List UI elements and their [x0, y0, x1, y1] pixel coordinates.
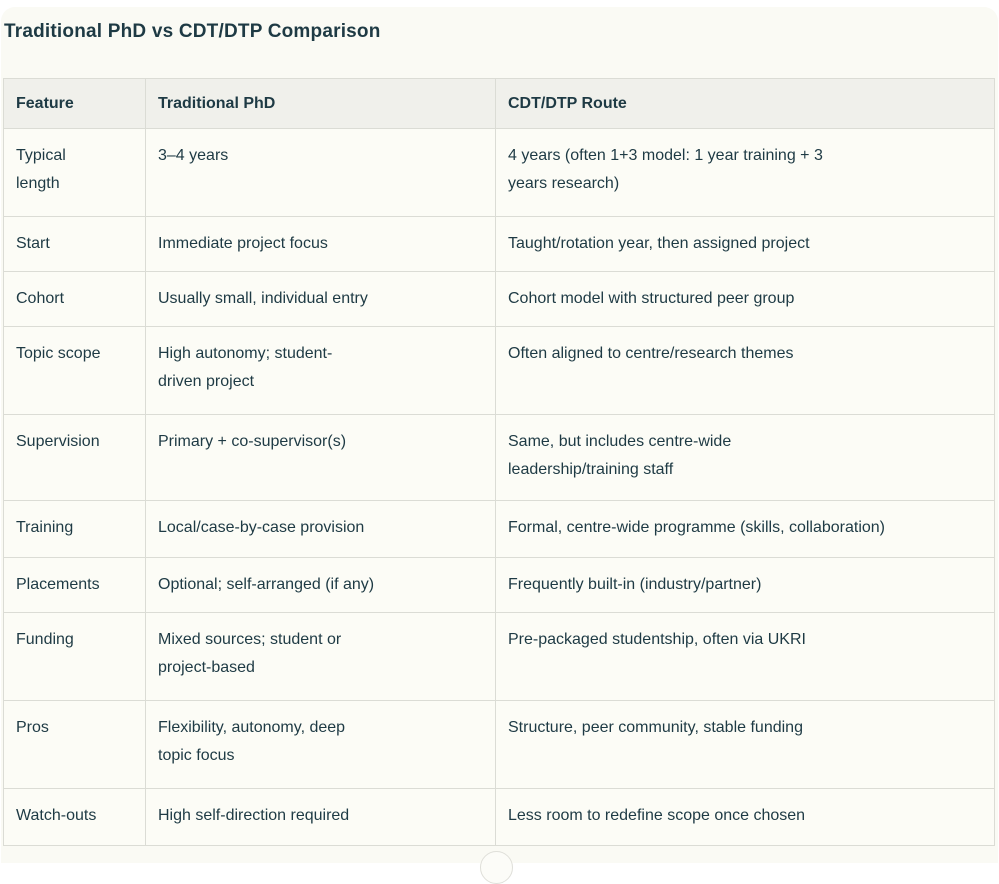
- page-title: Traditional PhD vs CDT/DTP Comparison: [4, 21, 381, 42]
- cell-text: Cohort model with structured peer group: [508, 290, 795, 307]
- table-row-start: Start Immediate project focus Taught/rot…: [3, 216, 995, 272]
- cdt-dtp-cell: 4 years (often 1+3 model: 1 year trainin…: [495, 128, 995, 217]
- traditional-phd-cell: Usually small, individual entry: [145, 271, 496, 327]
- cdt-dtp-cell: Pre-packaged studentship, often via UKRI: [495, 612, 995, 701]
- cdt-dtp-cell: Taught/rotation year, then assigned proj…: [495, 216, 995, 272]
- comparison-table: Feature Traditional PhD CDT/DTP Route Ty…: [3, 78, 995, 846]
- cell-text: 4 years (often 1+3 model: 1 year trainin…: [508, 147, 823, 192]
- traditional-phd-cell: 3–4 years: [145, 128, 496, 217]
- cdt-dtp-cell: Structure, peer community, stable fundin…: [495, 700, 995, 789]
- cdt-dtp-cell: Frequently built-in (industry/partner): [495, 557, 995, 613]
- cell-text: Usually small, individual entry: [158, 290, 368, 307]
- col-header-traditional-phd: Traditional PhD: [145, 78, 496, 129]
- feature-cell: Watch-outs: [3, 788, 146, 846]
- traditional-phd-cell: Flexibility, autonomy, deep topic focus: [145, 700, 496, 789]
- cell-text: Start: [16, 235, 50, 252]
- cell-text: High self-direction required: [158, 807, 350, 824]
- cell-text: Topic scope: [16, 345, 101, 362]
- cell-text: Placements: [16, 576, 100, 593]
- col-header-feature: Feature: [3, 78, 146, 129]
- col-header-cdt-dtp-route: CDT/DTP Route: [495, 78, 995, 129]
- feature-cell: Pros: [3, 700, 146, 789]
- cell-text: Primary + co-supervisor(s): [158, 433, 347, 450]
- feature-cell: Topic scope: [3, 326, 146, 415]
- cell-text: High autonomy; student-driven project: [158, 345, 333, 390]
- table-row-watch-outs: Watch-outs High self-direction required …: [3, 788, 995, 846]
- cell-text: Training: [16, 519, 74, 536]
- cell-text: Typical length: [16, 147, 66, 192]
- content-card: Traditional PhD vs CDT/DTP Comparison Fe…: [1, 7, 998, 863]
- cdt-dtp-cell: Same, but includes centre-wide leadershi…: [495, 414, 995, 501]
- cell-text: Structure, peer community, stable fundin…: [508, 719, 803, 736]
- cell-text: Supervision: [16, 433, 100, 450]
- cell-text: Flexibility, autonomy, deep topic focus: [158, 719, 346, 764]
- feature-cell: Typical length: [3, 128, 146, 217]
- cell-text: Formal, centre-wide programme (skills, c…: [508, 519, 886, 536]
- traditional-phd-cell: Immediate project focus: [145, 216, 496, 272]
- cell-text: 3–4 years: [158, 147, 229, 164]
- cell-text: Same, but includes centre-wide leadershi…: [508, 433, 732, 478]
- feature-cell: Funding: [3, 612, 146, 701]
- table-row-pros: Pros Flexibility, autonomy, deep topic f…: [3, 700, 995, 789]
- cell-text: Cohort: [16, 290, 65, 307]
- table-row-topic-scope: Topic scope High autonomy; student-drive…: [3, 326, 995, 415]
- traditional-phd-cell: Local/case-by-case provision: [145, 500, 496, 558]
- cell-text: Optional; self-arranged (if any): [158, 576, 375, 593]
- table-row-training: Training Local/case-by-case provision Fo…: [3, 500, 995, 558]
- table-row-typical-length: Typical length 3–4 years 4 years (often …: [3, 128, 995, 217]
- traditional-phd-cell: High autonomy; student-driven project: [145, 326, 496, 415]
- traditional-phd-cell: High self-direction required: [145, 788, 496, 846]
- feature-cell: Placements: [3, 557, 146, 613]
- cdt-dtp-cell: Formal, centre-wide programme (skills, c…: [495, 500, 995, 558]
- cell-text: Immediate project focus: [158, 235, 328, 252]
- cell-text: Pros: [16, 719, 49, 736]
- table-row-placements: Placements Optional; self-arranged (if a…: [3, 557, 995, 613]
- cell-text: Local/case-by-case provision: [158, 519, 365, 536]
- table-header-row: Feature Traditional PhD CDT/DTP Route: [3, 78, 995, 129]
- feature-cell: Supervision: [3, 414, 146, 501]
- table-row-supervision: Supervision Primary + co-supervisor(s) S…: [3, 414, 995, 501]
- table-row-funding: Funding Mixed sources; student or projec…: [3, 612, 995, 701]
- table-row-cohort: Cohort Usually small, individual entry C…: [3, 271, 995, 327]
- scroll-down-button[interactable]: [480, 851, 513, 884]
- cell-text: Funding: [16, 631, 74, 648]
- cell-text: Mixed sources; student or project-based: [158, 631, 342, 676]
- cell-text: Pre-packaged studentship, often via UKRI: [508, 631, 806, 648]
- traditional-phd-cell: Mixed sources; student or project-based: [145, 612, 496, 701]
- feature-cell: Training: [3, 500, 146, 558]
- feature-cell: Start: [3, 216, 146, 272]
- cell-text: Less room to redefine scope once chosen: [508, 807, 806, 824]
- cell-text: Taught/rotation year, then assigned proj…: [508, 235, 810, 252]
- cdt-dtp-cell: Less room to redefine scope once chosen: [495, 788, 995, 846]
- cdt-dtp-cell: Often aligned to centre/research themes: [495, 326, 995, 415]
- cell-text: Watch-outs: [16, 807, 97, 824]
- feature-cell: Cohort: [3, 271, 146, 327]
- cdt-dtp-cell: Cohort model with structured peer group: [495, 271, 995, 327]
- traditional-phd-cell: Primary + co-supervisor(s): [145, 414, 496, 501]
- cell-text: Frequently built-in (industry/partner): [508, 576, 762, 593]
- cell-text: Often aligned to centre/research themes: [508, 345, 794, 362]
- traditional-phd-cell: Optional; self-arranged (if any): [145, 557, 496, 613]
